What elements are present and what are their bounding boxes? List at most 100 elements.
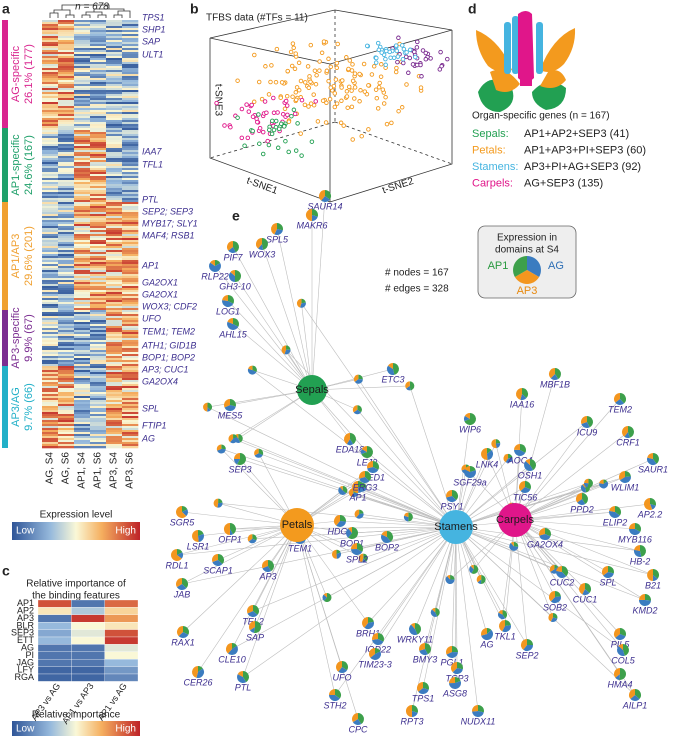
heatmap-cell xyxy=(58,34,75,37)
heatmap-cell xyxy=(106,312,123,315)
heatmap-cell xyxy=(42,430,59,433)
heatmap-cell xyxy=(122,122,139,125)
heatmap-cell xyxy=(58,126,75,129)
heatmap-cell xyxy=(74,160,91,163)
gene-label: SGF29a xyxy=(453,477,487,487)
colorbar xyxy=(12,721,140,736)
heatmap-cell xyxy=(42,416,59,419)
heatmap-cell xyxy=(122,412,139,415)
expression-pie xyxy=(223,522,236,536)
gene-label: ATH1; GID1B xyxy=(141,340,196,350)
heatmap-cell xyxy=(58,234,75,237)
heatmap-cell xyxy=(122,176,139,179)
expression-pie xyxy=(446,646,458,658)
point xyxy=(404,50,409,55)
point xyxy=(279,80,285,85)
heatmap-cell xyxy=(74,156,91,159)
heatmap-cell xyxy=(42,162,59,165)
pie-slice xyxy=(628,689,635,699)
point xyxy=(358,88,363,93)
pie-slice xyxy=(237,671,243,677)
heatmap-cell xyxy=(106,104,123,107)
heatmap-cell xyxy=(106,260,123,263)
pie-slice xyxy=(248,365,253,371)
pie-slice xyxy=(348,527,352,533)
heatmap-cell xyxy=(90,412,107,415)
gene-label: ERG3 xyxy=(353,482,378,492)
row-label: JAG xyxy=(16,657,34,667)
heatmap-cell xyxy=(42,290,59,293)
pie-slice xyxy=(635,689,642,699)
heatmap-cell xyxy=(90,216,107,219)
pie-slice xyxy=(378,633,385,642)
edge xyxy=(514,503,651,521)
heatmap-cell xyxy=(106,150,123,153)
pie-slice xyxy=(628,425,635,438)
heatmap-cell xyxy=(122,32,139,35)
pie-slice xyxy=(550,374,559,381)
heatmap-cell xyxy=(74,126,91,129)
heatmap-cell xyxy=(74,30,91,33)
pie-slice xyxy=(247,368,257,375)
expression-pie xyxy=(175,506,189,518)
heatmap-cell xyxy=(74,184,91,187)
pie-slice xyxy=(613,392,620,403)
heatmap-cell xyxy=(122,380,139,383)
heatmap-cell xyxy=(106,158,123,161)
heatmap-cell xyxy=(58,90,75,93)
pie-slice xyxy=(423,682,429,690)
heatmap-cell xyxy=(90,184,107,187)
heatmap-cell xyxy=(74,146,91,149)
pie-slice xyxy=(448,677,455,684)
heatmap-cell xyxy=(58,140,75,143)
heatmap-cell xyxy=(90,192,107,195)
pie-slice xyxy=(365,471,372,482)
pie-slice xyxy=(623,644,629,656)
heatmap-cell xyxy=(42,406,59,409)
heatmap-cell xyxy=(122,240,139,243)
heatmap-cell xyxy=(90,356,107,359)
panel-label: c xyxy=(2,563,10,579)
heatmap-cell xyxy=(122,400,139,403)
heatmap-cell xyxy=(74,20,91,23)
edge xyxy=(514,431,629,521)
heatmap-cell xyxy=(122,290,139,293)
point xyxy=(293,148,299,153)
expression-pie xyxy=(430,607,440,617)
heatmap-cell xyxy=(74,196,91,199)
importance-cell xyxy=(71,614,105,623)
point xyxy=(350,137,355,142)
expression-pie xyxy=(647,568,660,581)
point xyxy=(275,145,281,151)
heatmap-cell xyxy=(106,160,123,163)
point xyxy=(352,71,358,76)
point xyxy=(437,67,443,72)
heatmap-cell xyxy=(90,254,107,257)
pie-slice xyxy=(387,531,394,542)
heatmap-cell xyxy=(42,254,59,257)
heatmap-cell xyxy=(106,428,123,431)
heatmap-cell xyxy=(42,62,59,65)
heatmap-cell xyxy=(90,260,107,263)
heatmap-cell xyxy=(106,220,123,223)
expression-pie xyxy=(619,471,631,483)
heatmap-cell xyxy=(74,318,91,321)
heatmap-cell xyxy=(106,306,123,309)
point xyxy=(401,46,407,52)
heatmap-cell xyxy=(90,88,107,91)
heatmap-cell xyxy=(90,406,107,409)
pie-slice xyxy=(284,349,291,355)
heatmap-cell xyxy=(42,280,59,283)
expression-pie xyxy=(418,642,432,656)
heatmap-cell xyxy=(58,334,75,337)
edge xyxy=(455,526,624,651)
point xyxy=(291,45,296,51)
heatmap-cell xyxy=(122,88,139,91)
pie-slice xyxy=(386,365,395,375)
expression-pie xyxy=(367,461,380,474)
heatmap-cell xyxy=(74,218,91,221)
pie-slice xyxy=(463,415,470,422)
expression-pie xyxy=(602,565,615,578)
heatmap-cell xyxy=(42,94,59,97)
colorbar-low: Low xyxy=(16,526,35,537)
